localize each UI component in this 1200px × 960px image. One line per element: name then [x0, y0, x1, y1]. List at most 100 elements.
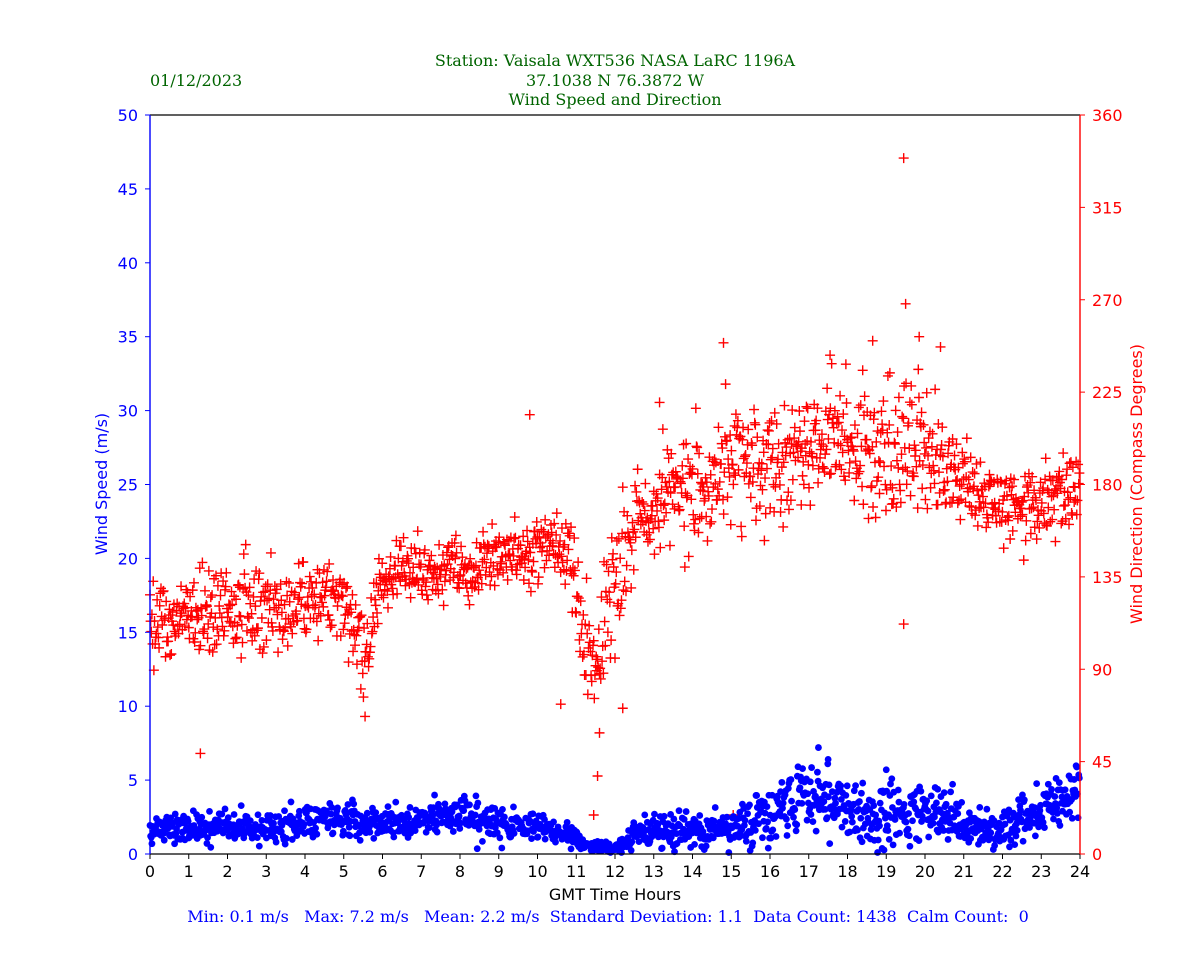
speed-point [846, 828, 854, 836]
direction-point [372, 607, 383, 618]
direction-point [955, 514, 966, 525]
speed-point [915, 837, 923, 844]
direction-point [956, 479, 967, 490]
speed-point [350, 800, 358, 808]
direction-point [457, 552, 468, 563]
x-tick-label: 14 [682, 862, 702, 881]
speed-point [270, 819, 277, 827]
direction-point [531, 516, 542, 527]
chart-title-station: Station: Vaisala WXT536 NASA LaRC 1196A [435, 51, 796, 70]
direction-point [954, 481, 965, 492]
direction-point [737, 434, 748, 445]
direction-point [377, 558, 388, 569]
direction-point [577, 651, 588, 662]
direction-point [884, 367, 895, 378]
direction-point [876, 406, 887, 417]
direction-point [983, 517, 994, 528]
direction-point [973, 490, 984, 501]
direction-point [683, 454, 694, 465]
direction-point [799, 416, 810, 427]
speed-point [900, 801, 908, 808]
speed-point [815, 744, 822, 751]
direction-point [891, 455, 902, 466]
direction-point [773, 438, 784, 449]
direction-point [195, 640, 206, 651]
speed-point [967, 835, 975, 842]
direction-point [747, 440, 758, 451]
direction-point [965, 452, 976, 463]
direction-point [743, 424, 754, 435]
direction-point [1004, 482, 1015, 493]
direction-point [648, 523, 659, 534]
direction-point [798, 456, 809, 467]
speed-point [1073, 763, 1081, 771]
direction-point [545, 535, 556, 546]
speed-point [246, 817, 254, 825]
speed-point [441, 800, 449, 808]
direction-point [166, 649, 177, 660]
direction-point [265, 585, 276, 596]
speed-point [895, 798, 903, 806]
speed-point [882, 766, 890, 774]
direction-point [619, 576, 630, 587]
direction-point [207, 590, 218, 601]
speed-point [759, 834, 766, 842]
direction-point [523, 578, 534, 589]
direction-point [718, 494, 729, 505]
direction-point [564, 530, 575, 541]
direction-point [870, 512, 881, 523]
direction-point [853, 468, 864, 479]
direction-point [767, 443, 778, 454]
speed-point [456, 825, 464, 832]
direction-point [555, 699, 566, 710]
direction-point [262, 595, 273, 606]
direction-point [749, 404, 760, 415]
direction-point [307, 582, 318, 593]
speed-point [850, 787, 858, 795]
direction-point [557, 557, 568, 568]
direction-point [975, 457, 986, 468]
direction-point [920, 494, 931, 505]
direction-point [913, 392, 924, 403]
speed-point [675, 807, 683, 815]
direction-point [969, 468, 980, 479]
speed-point [218, 810, 226, 818]
direction-point [873, 455, 884, 466]
direction-point [382, 586, 393, 597]
speed-point [751, 826, 759, 834]
speed-point [498, 844, 506, 852]
direction-point [1034, 488, 1045, 499]
speed-point [550, 818, 557, 826]
direction-point [412, 526, 423, 537]
direction-point [263, 593, 274, 604]
speed-point [449, 828, 457, 835]
direction-point [951, 439, 962, 450]
direction-point [498, 567, 509, 578]
direction-point [846, 432, 857, 443]
direction-point [355, 683, 366, 694]
direction-point [438, 600, 449, 611]
direction-point [978, 502, 989, 513]
direction-point [347, 589, 358, 600]
speed-point [682, 808, 690, 815]
direction-point [578, 609, 589, 620]
speed-point [723, 813, 731, 821]
speed-point [917, 787, 925, 795]
speed-point [206, 807, 213, 815]
direction-point [509, 512, 520, 523]
direction-point [509, 533, 520, 544]
direction-point [937, 422, 948, 433]
x-tick-label: 18 [837, 862, 857, 881]
direction-point [508, 550, 519, 561]
speed-point [918, 812, 926, 820]
direction-point [721, 435, 732, 446]
direction-point [463, 590, 474, 601]
direction-point [926, 468, 937, 479]
speed-point [1035, 823, 1043, 831]
direction-point [340, 583, 351, 594]
direction-point [810, 425, 821, 436]
direction-point [712, 484, 723, 495]
direction-point [745, 492, 756, 503]
direction-point [195, 748, 206, 759]
direction-point [1010, 507, 1021, 518]
